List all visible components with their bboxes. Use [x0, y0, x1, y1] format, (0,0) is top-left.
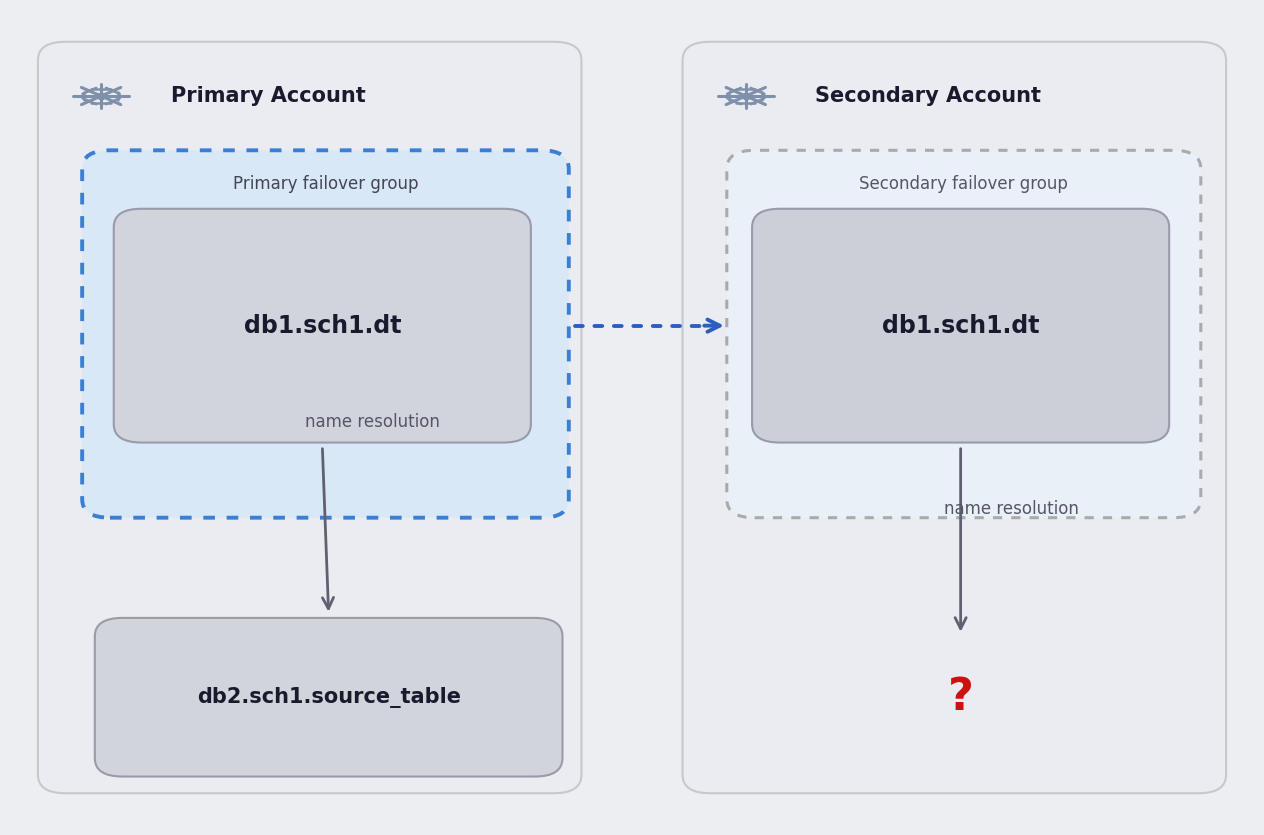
Text: Secondary failover group: Secondary failover group: [860, 175, 1068, 193]
Text: db1.sch1.dt: db1.sch1.dt: [882, 314, 1039, 337]
FancyBboxPatch shape: [727, 150, 1201, 518]
FancyBboxPatch shape: [38, 42, 581, 793]
Text: Primary failover group: Primary failover group: [233, 175, 418, 193]
FancyBboxPatch shape: [82, 150, 569, 518]
Text: db1.sch1.dt: db1.sch1.dt: [244, 314, 401, 337]
FancyBboxPatch shape: [95, 618, 562, 777]
Text: name resolution: name resolution: [944, 500, 1078, 519]
FancyBboxPatch shape: [114, 209, 531, 443]
Text: Secondary Account: Secondary Account: [815, 86, 1042, 106]
FancyBboxPatch shape: [683, 42, 1226, 793]
FancyBboxPatch shape: [752, 209, 1169, 443]
Text: ?: ?: [948, 676, 973, 719]
Text: Primary Account: Primary Account: [171, 86, 365, 106]
Text: db2.sch1.source_table: db2.sch1.source_table: [197, 686, 460, 708]
Text: name resolution: name resolution: [306, 412, 440, 431]
